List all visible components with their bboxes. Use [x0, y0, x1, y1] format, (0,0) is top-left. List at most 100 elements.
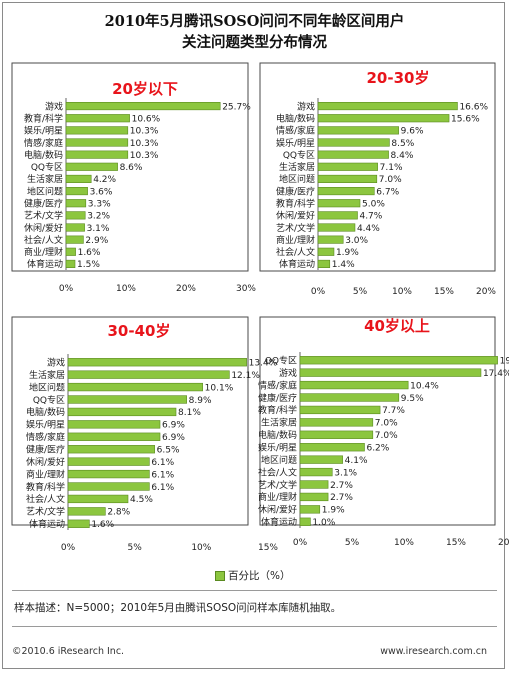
- chart2-tick-label: 20%: [476, 287, 496, 297]
- website-link[interactable]: www.iresearch.com.cn: [380, 646, 487, 657]
- chart2-value-label: 16.6%: [459, 102, 488, 112]
- chart3-tick-label: 0%: [61, 543, 76, 553]
- chart3-value-label: 6.1%: [151, 458, 174, 468]
- chart3-bar: [67, 420, 161, 429]
- chart2-value-label: 7.1%: [380, 163, 403, 173]
- divider-bottom: [12, 626, 497, 627]
- chart1-category-label: 体育运动: [27, 258, 63, 270]
- chart3-value-label: 1.6%: [91, 520, 114, 530]
- chart2-bar: [317, 150, 389, 159]
- chart2-category-label: 商业/理财: [276, 234, 315, 246]
- chart1-bar: [65, 187, 88, 196]
- chart2-category-label: QQ专区: [283, 149, 315, 161]
- chart4-value-label: 1.0%: [312, 518, 335, 528]
- chart2-bar: [317, 247, 335, 256]
- chart3-value-label: 12.1%: [231, 371, 260, 381]
- chart2-category-label: 教育/科学: [276, 198, 315, 210]
- chart1-bar: [65, 211, 86, 220]
- chart3-value-label: 4.5%: [130, 495, 153, 505]
- chart1-value-label: 10.3%: [130, 151, 159, 161]
- chart2-category-label: 游戏: [297, 100, 315, 112]
- chart2-value-label: 15.6%: [451, 115, 480, 125]
- chart4-value-label: 3.1%: [334, 468, 357, 478]
- chart4-category-label: 地区问题: [261, 454, 297, 466]
- chart1-bar: [65, 102, 221, 111]
- chart4-value-label: 17.4%: [483, 369, 509, 379]
- chart1-value-label: 10.3%: [130, 139, 159, 149]
- chart4-category-label: 生活家居: [261, 417, 297, 429]
- chart4-bar: [299, 380, 409, 390]
- chart4-bar: [299, 467, 333, 477]
- chart4-category-label: 电脑/数码: [258, 429, 297, 441]
- chart4-bar: [299, 505, 321, 514]
- chart2-bar: [317, 102, 458, 111]
- chart2-value-label: 5.0%: [362, 200, 385, 210]
- chart1-category-label: 健康/医疗: [24, 198, 63, 210]
- chart2-value-label: 7.0%: [379, 175, 402, 185]
- page-title-line2: 关注问题类型分布情况: [182, 34, 327, 51]
- chart2-bar: [317, 223, 356, 232]
- chart4-value-label: 2.7%: [330, 493, 353, 503]
- chart3-box: [11, 316, 249, 526]
- chart3-category-label: 商业/理财: [26, 468, 65, 480]
- chart2-value-label: 4.4%: [357, 224, 380, 234]
- chart3-value-label: 6.1%: [151, 483, 174, 493]
- chart2-category-label: 艺术/文学: [276, 222, 315, 234]
- chart3-category-label: 游戏: [47, 357, 65, 369]
- chart3-tick-label: 10%: [191, 543, 211, 553]
- chart3-category-label: 情感/家庭: [26, 431, 65, 443]
- chart4-category-label: 休闲/爱好: [258, 504, 297, 516]
- chart3-bar: [67, 519, 90, 528]
- chart2-bar: [317, 162, 378, 171]
- chart2-category-label: 生活家居: [279, 161, 315, 173]
- chart1-bar: [65, 259, 76, 268]
- chart4-value-label: 4.1%: [345, 456, 368, 466]
- chart4-value-label: 9.5%: [401, 394, 424, 404]
- chart2-category-label: 娱乐/明星: [276, 137, 315, 149]
- chart1-bar: [65, 247, 76, 256]
- chart1-value-label: 3.1%: [87, 224, 110, 234]
- chart3-title: 30-40岁: [108, 322, 171, 340]
- chart1-tick-label: 20%: [176, 284, 196, 294]
- chart3-tick-label: 15%: [258, 543, 278, 553]
- chart4-box: [259, 316, 496, 526]
- chart3-value-label: 2.8%: [107, 508, 130, 518]
- chart1-value-label: 3.6%: [90, 187, 113, 197]
- chart2-bar: [317, 187, 375, 196]
- chart1-bar: [65, 162, 118, 171]
- chart3-bar: [67, 507, 106, 516]
- chart1-bar: [65, 223, 85, 232]
- chart1-value-label: 1.6%: [78, 248, 101, 258]
- chart1-tick-label: 30%: [236, 284, 256, 294]
- chart4-category-label: 体育运动: [261, 516, 297, 528]
- divider-top: [12, 590, 497, 591]
- chart4-value-label: 2.7%: [330, 481, 353, 491]
- outer-frame: [2, 2, 505, 669]
- chart4-value-label: 6.2%: [366, 444, 389, 454]
- chart4-tick-label: 10%: [394, 538, 414, 548]
- chart3-bar: [67, 469, 150, 479]
- chart1-value-label: 8.6%: [120, 163, 143, 173]
- chart3-bar: [67, 358, 247, 367]
- chart1-bar: [65, 199, 87, 208]
- chart2-bar: [317, 235, 344, 244]
- chart1-value-label: 25.7%: [222, 102, 251, 112]
- chart1-title: 20岁以下: [112, 80, 178, 98]
- chart3-category-label: 体育运动: [29, 518, 65, 530]
- chart4-category-label: 艺术/文学: [258, 479, 297, 491]
- chart1-value-label: 1.5%: [77, 260, 100, 270]
- chart4-category-label: QQ专区: [265, 355, 297, 367]
- chart4-bar: [299, 517, 311, 526]
- chart3-category-label: 地区问题: [29, 381, 65, 393]
- chart2-category-label: 地区问题: [279, 173, 315, 185]
- chart2-value-label: 3.0%: [345, 236, 368, 246]
- chart1-tick-label: 10%: [116, 284, 136, 294]
- chart2-category-label: 电脑/数码: [276, 113, 315, 125]
- chart3-value-label: 6.9%: [162, 421, 185, 431]
- chart2-value-label: 1.4%: [332, 260, 355, 270]
- legend: 百分比（%）: [215, 568, 290, 583]
- chart3-category-label: 生活家居: [29, 369, 65, 381]
- chart3-bar: [67, 395, 187, 404]
- chart4-value-label: 7.0%: [375, 431, 398, 441]
- chart4-bar: [299, 356, 498, 365]
